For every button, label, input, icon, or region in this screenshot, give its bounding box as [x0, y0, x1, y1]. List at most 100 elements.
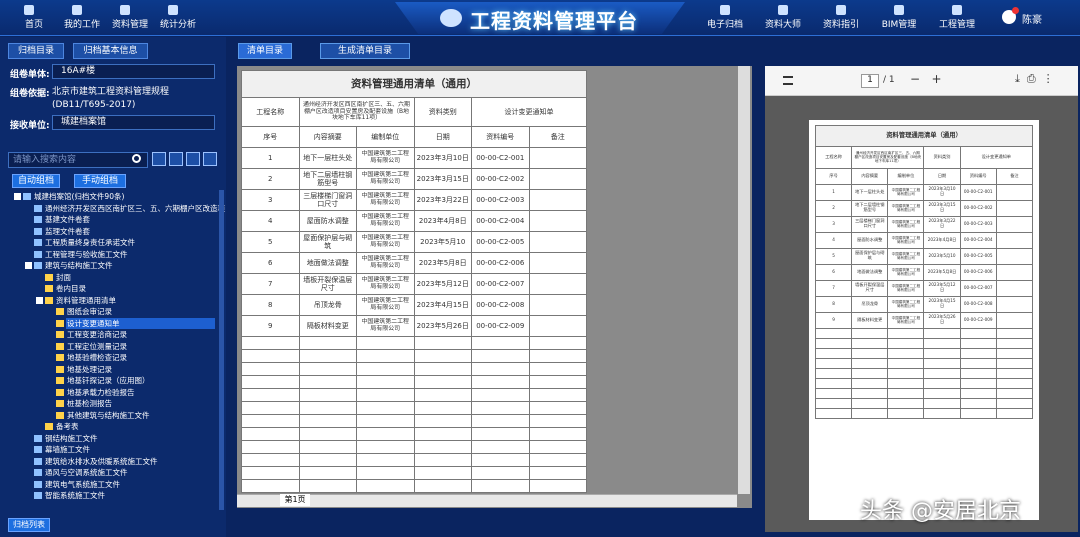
cell	[959, 327, 997, 339]
cell: 墙板开裂保温层尺寸	[851, 279, 889, 297]
footer-button[interactable]: 归档列表	[8, 518, 50, 532]
scrollbar	[219, 190, 224, 510]
tree-item[interactable]: 封面	[56, 272, 71, 282]
tree-button[interactable]: 手动组档	[74, 174, 126, 188]
tree-item[interactable]: 建筑给水排水及供暖系统施工文件	[45, 456, 158, 466]
cell	[528, 427, 587, 441]
cell	[298, 375, 357, 389]
menu-icon[interactable]	[783, 76, 793, 85]
search-input[interactable]: 请输入搜索内容	[8, 152, 148, 168]
tree-item[interactable]: 智能系统施工文件	[45, 491, 105, 500]
tree-item[interactable]: 工程管理与验收施工文件	[45, 249, 128, 259]
cell	[241, 427, 300, 441]
cell	[413, 388, 472, 402]
tree-item[interactable]: 通风与空调系统施工文件	[45, 468, 128, 477]
tree-item[interactable]: 建筑与结构施工文件	[45, 261, 113, 270]
sheet-tab[interactable]: 第1页	[280, 494, 310, 506]
tree-item[interactable]: 资料管理通用清单	[56, 295, 116, 305]
nav-item[interactable]: 资料指引	[822, 20, 859, 30]
cell: 2023年5月12日	[923, 279, 961, 297]
nav-item[interactable]: 资料管理	[111, 20, 148, 30]
tree-item[interactable]: 城建档案馆(归档文件90条)	[34, 192, 125, 201]
data-row	[814, 357, 1034, 369]
cell: 2023年4月8日	[413, 210, 472, 232]
nav-item[interactable]: 首页	[24, 20, 43, 30]
tree-item[interactable]: 地基验槽检查记录	[67, 353, 127, 362]
page-input[interactable]: 1	[861, 74, 879, 88]
tree-item[interactable]: 卷内目录	[56, 284, 86, 293]
cell: 5	[241, 231, 300, 253]
tree-item[interactable]: 建筑电气系统施工文件	[45, 479, 120, 489]
tree-item[interactable]: 设计变更通知单	[67, 318, 120, 328]
content-tab[interactable]: 生成清单目录	[320, 43, 410, 59]
cell	[241, 349, 300, 363]
tree-item[interactable]: 地基钎探记录（应用图）	[67, 376, 150, 385]
data-row: 4 屋面防水调整 中国建筑第二工程局有限公司 2023年4月8日 00-00-C2-00…	[241, 210, 587, 232]
data-row: 4 屋面防水调整 中国建筑第二工程局有限公司 2023年4月8日 00-00-C2-00…	[814, 231, 1034, 249]
tree-item[interactable]: 备考表	[56, 422, 79, 431]
nav-item[interactable]: 工程管理	[938, 20, 975, 30]
cell: 2023年3月15日	[413, 168, 472, 190]
cell: 中国建筑第二工程局有限公司	[356, 315, 415, 337]
tree-toggle[interactable]	[36, 296, 43, 304]
tree-item[interactable]: 幕墙施工文件	[45, 445, 90, 454]
zoom-out[interactable]: − +	[910, 72, 942, 86]
tree-item[interactable]: 图纸会审记录	[67, 307, 112, 316]
tool-button[interactable]	[169, 152, 183, 166]
nav-item[interactable]: 统计分析	[159, 20, 196, 30]
tree-item[interactable]: 其他建筑与结构施工文件	[67, 410, 150, 420]
cell	[298, 349, 357, 363]
tree-toggle[interactable]	[25, 262, 32, 269]
cell: 中国建筑第二工程局有限公司	[887, 183, 925, 201]
cell	[471, 401, 530, 415]
cell	[851, 377, 889, 389]
tree-item[interactable]: 工程质量终身责任承诺文件	[45, 238, 135, 247]
cell	[413, 453, 472, 467]
cell	[995, 263, 1034, 281]
panel-tab[interactable]: 归档基本信息	[73, 43, 148, 59]
cell: 屋面保护层与砌筑	[298, 231, 357, 253]
download-print[interactable]: ⤓ ⎙ ⋮	[1015, 72, 1054, 85]
cell	[528, 401, 587, 415]
cell	[995, 279, 1034, 297]
nav-item[interactable]: 我的工作	[63, 20, 100, 30]
cell	[528, 189, 587, 211]
field-select[interactable]: 城建档案馆	[52, 115, 215, 130]
nav-item[interactable]: BIM管理	[881, 20, 917, 30]
cell: 中国建筑第二工程局有限公司	[356, 210, 415, 232]
tool-button[interactable]	[203, 152, 217, 166]
cell	[887, 407, 925, 419]
cell	[298, 401, 357, 415]
tree-item[interactable]: 桩基检测报告	[67, 399, 112, 408]
user-name[interactable]: 陈豪	[1022, 15, 1042, 26]
tree-item[interactable]: 地基承载力检验报告	[67, 387, 135, 397]
cell	[241, 401, 300, 415]
cell	[959, 377, 997, 389]
tree-button[interactable]: 自动组档	[12, 174, 60, 188]
tree-toggle[interactable]	[14, 193, 21, 200]
tree-item[interactable]: 工程变更洽商记录	[67, 330, 127, 339]
cell: 2023年3月22日	[413, 189, 472, 211]
cell	[995, 357, 1034, 369]
cell: 2023年3月10日	[413, 147, 472, 169]
field-select[interactable]: 16A#楼	[52, 64, 215, 79]
tree-item[interactable]: 钢结构施工文件	[45, 433, 98, 443]
nav-item[interactable]: 资料大师	[764, 20, 801, 30]
content-tab[interactable]: 清单目录	[238, 43, 292, 59]
tree-item[interactable]: 地基处理记录	[67, 364, 112, 374]
nav-item[interactable]: 电子归档	[706, 20, 743, 30]
tree-item[interactable]: 基建文件卷套	[45, 215, 90, 224]
cell	[995, 183, 1034, 201]
tool-button[interactable]	[186, 152, 200, 166]
search-icon[interactable]	[132, 154, 141, 163]
data-row	[814, 367, 1034, 379]
panel-tab[interactable]: 归档目录	[8, 43, 64, 59]
cell: 00-00-C2-004	[471, 210, 530, 232]
tree-item[interactable]: 监理文件卷套	[45, 226, 90, 236]
tool-button[interactable]	[152, 152, 166, 166]
tree-item[interactable]: 工程定位测量记录	[67, 341, 127, 351]
tree-icon	[34, 216, 42, 223]
cell: 00-00-C2-003	[959, 215, 997, 233]
tree-item[interactable]: 通州经济开发区西区南扩区三、五、六期棚户区改造项目安	[45, 203, 225, 213]
data-row: 2 地下二层墙柱钢筋型号 中国建筑第二工程局有限公司 2023年3月15日 00-00-…	[241, 168, 587, 190]
